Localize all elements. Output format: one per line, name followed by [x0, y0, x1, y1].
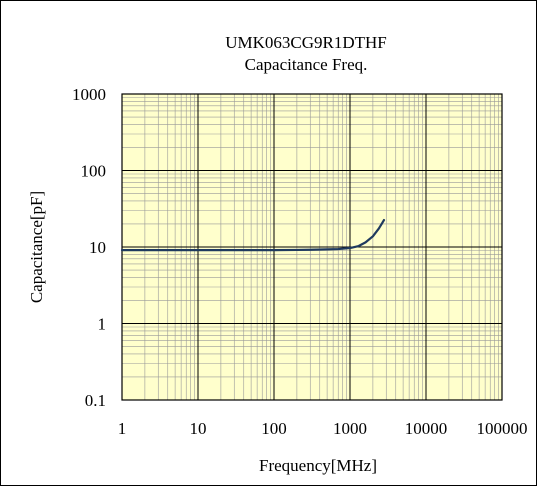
y-tick-label: 1 — [98, 315, 107, 334]
y-tick-label: 0.1 — [85, 391, 106, 410]
capacitance-series-line — [120, 218, 386, 252]
y-axis-label: Capacitance[pF] — [27, 191, 46, 303]
x-tick-label: 100 — [261, 419, 287, 438]
x-tick-label: 1 — [118, 419, 127, 438]
x-axis-label: Frequency[MHz] — [259, 456, 377, 475]
series-layer — [120, 218, 386, 252]
x-tick-label: 1000 — [333, 419, 367, 438]
chart-title: UMK063CG9R1DTHF — [225, 33, 387, 52]
x-axis-ticks: 1 10 100 1000 10000 100000 — [118, 419, 528, 438]
y-axis-ticks: 0.1 1 10 100 1000 — [72, 85, 106, 410]
y-tick-label: 1000 — [72, 85, 106, 104]
plot-border — [121, 93, 503, 401]
major-gridlines — [122, 94, 502, 400]
x-tick-label: 10 — [190, 419, 207, 438]
y-tick-label: 100 — [81, 162, 107, 181]
chart-subtitle: Capacitance Freq. — [245, 55, 368, 74]
x-tick-label: 100000 — [477, 419, 528, 438]
x-tick-label: 10000 — [405, 419, 448, 438]
y-tick-label: 10 — [89, 238, 106, 257]
